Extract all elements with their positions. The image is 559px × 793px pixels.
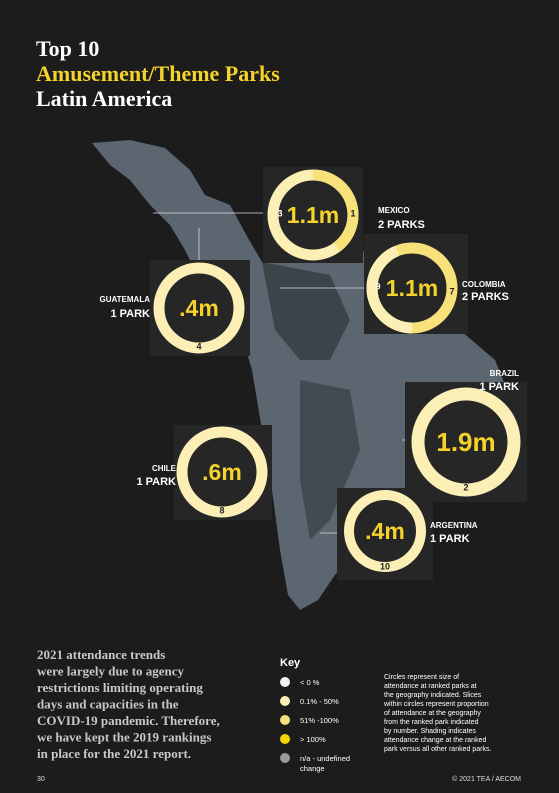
note-line: the geography indicated. Slices [384,692,482,699]
country-name: GUATEMALA [99,295,150,304]
key-swatch [280,677,290,687]
attendance: .4m [179,295,219,321]
country-colombia: 1.1m 9 7 COLOMBIA 2 PARKS [364,234,509,334]
park-count: 1 PARK [110,308,150,320]
note-line: by number. Shading indicates [384,728,476,735]
body-line: days and capacities in the [37,697,179,712]
key-label: < 0 % [300,678,320,687]
panel [263,167,363,263]
ring-slice [267,169,359,261]
map-region [300,380,360,540]
body-text: 2021 attendance trends were largely due t… [37,647,220,761]
title: Amusement/Theme Parks [36,61,280,86]
key-swatch [280,696,290,706]
body-line: restrictions limiting operating [37,680,203,695]
country-mexico: 1.1m 3 1 MEXICO 2 PARKS [263,167,425,263]
rank: 1 [350,208,355,218]
title: Latin America [36,86,172,111]
attendance: 1.1m [386,275,438,301]
park-count: 1 PARK [136,476,176,488]
key-swatch [280,734,290,744]
key: < 0 % 0.1% - 50% 51% -100% > 100% n/a - unde… [280,677,350,773]
rank: 3 [277,208,282,218]
country-chile: .6m 8 CHILE 1 PARK [136,425,272,520]
map-region [262,262,350,360]
country-brazil: 1.9m 2 BRAZIL 1 PARK [405,369,527,502]
ring [411,387,521,497]
body-line: we have kept the 2019 rankings [37,730,211,745]
note: Circles represent size of attendance at r… [383,674,491,753]
ring [153,262,245,354]
credit: © 2021 TEA / AECOM [452,775,521,783]
note-line: within circles represent proportion [383,701,489,708]
body-line: COVID-19 pandemic. Therefore, [37,713,220,728]
note-line: Circles represent size of [384,674,459,681]
rank: 2 [463,482,468,492]
ring [176,426,268,518]
note-line: park versus all other ranked parks. [384,746,491,753]
key-label: > 100% [300,735,326,744]
country-argentina: .4m 10 ARGENTINA 1 PARK [337,488,478,580]
page-number: 30 [37,776,45,783]
rank: 7 [449,286,454,296]
attendance: 1.9m [436,427,495,457]
park-count: 2 PARKS [378,219,425,231]
note-line: attendance at ranked parks at [384,683,477,690]
note-line: from the ranked park indicated [384,719,479,726]
attendance: .4m [365,518,405,544]
rank: 9 [375,281,380,291]
park-count: 1 PARK [479,381,519,393]
key-label: 0.1% - 50% [300,697,339,706]
rank: 8 [219,505,224,515]
attendance: 1.1m [287,202,339,228]
ring [344,490,426,572]
country-name: BRAZIL [490,369,519,378]
key-label: 51% -100% [300,716,339,725]
key-swatch [280,753,290,763]
park-count: 2 PARKS [462,291,509,303]
title: Top 10 [36,36,99,61]
park-count: 1 PARK [430,533,470,545]
country-name: COLOMBIA [462,280,506,289]
note-line: attendance change at the ranked [384,737,486,744]
ring-slice [366,242,458,334]
country-name: ARGENTINA [430,521,478,530]
note-line: of attendance at the geography [384,710,481,717]
rank: 4 [196,341,201,351]
body-line: were largely due to agency [37,664,185,679]
country-name: CHILE [152,464,177,473]
key-title: Key [280,657,301,669]
panel [405,382,527,502]
country-guatemala: .4m 4 GUATEMALA 1 PARK [99,260,250,356]
key-label: n/a - undefined [300,754,350,763]
rank: 10 [380,561,390,571]
key-label: change [300,764,325,773]
body-line: in place for the 2021 report. [37,746,191,761]
body-line: 2021 attendance trends [37,647,165,662]
attendance: .6m [202,459,242,485]
country-name: MEXICO [378,206,410,215]
key-swatch [280,715,290,725]
